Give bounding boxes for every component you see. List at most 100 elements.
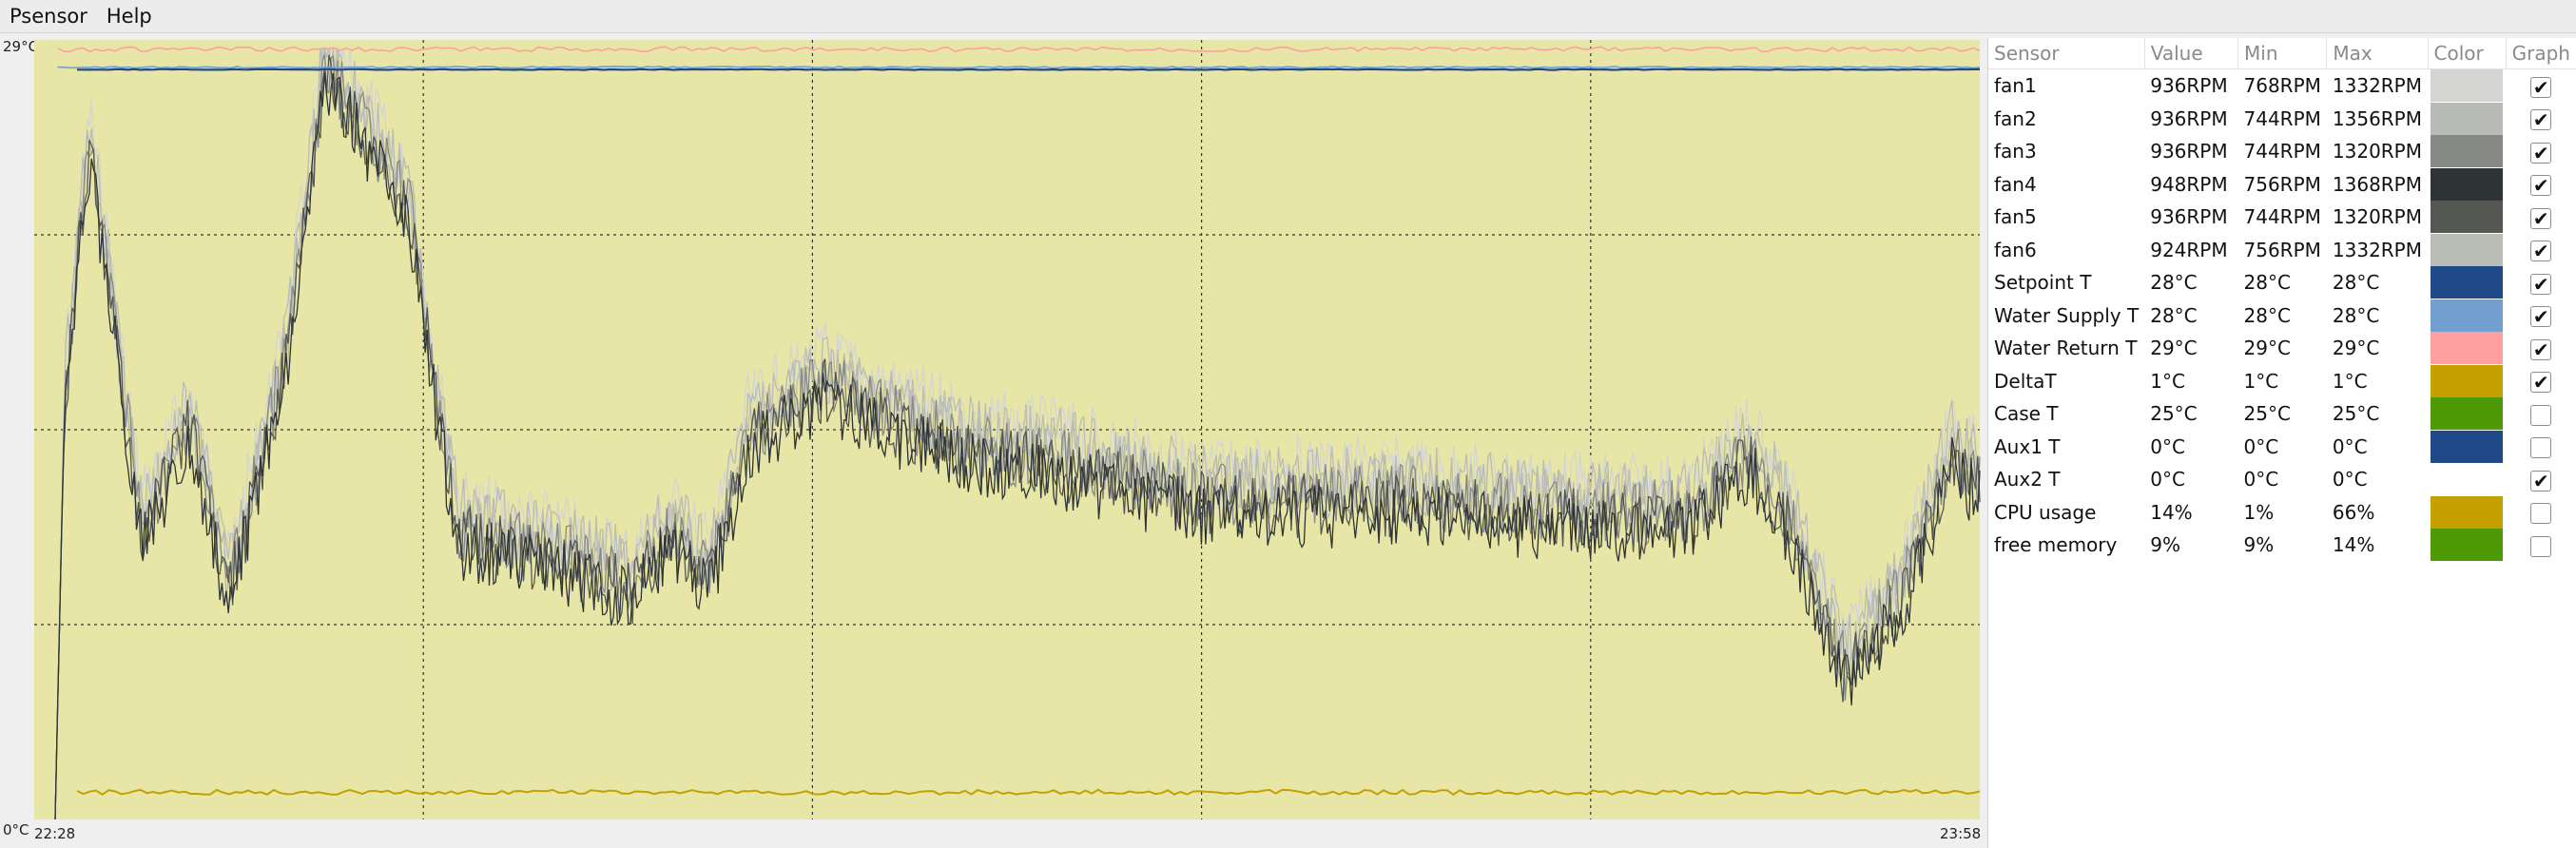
menu-help[interactable]: Help [106, 5, 152, 28]
sensor-name-cell: DeltaT [1994, 369, 2057, 393]
sensor-color-cell[interactable] [2428, 364, 2506, 398]
color-swatch[interactable] [2431, 397, 2504, 431]
sensor-row[interactable]: fan5 936RPM 744RPM 1320RPM ✔ [1988, 201, 2576, 234]
sensor-graph-cell: ✔ [2506, 299, 2576, 333]
header-graph[interactable]: Graph [2506, 38, 2576, 69]
header-sensor[interactable]: Sensor [1988, 38, 2145, 69]
sensor-color-cell[interactable] [2428, 299, 2506, 333]
sensor-name-cell: fan6 [1994, 238, 2037, 261]
sensor-color-cell[interactable] [2428, 529, 2506, 562]
sensor-color-cell[interactable] [2428, 167, 2506, 202]
sensor-color-cell[interactable] [2428, 102, 2506, 136]
color-swatch[interactable] [2431, 495, 2504, 529]
sensor-value-cell: 936RPM [2150, 140, 2228, 164]
sensor-value-cell: 28°C [2150, 303, 2198, 327]
graph-checkbox[interactable]: ✔ [2530, 372, 2552, 393]
color-swatch[interactable] [2431, 299, 2504, 332]
sensor-row[interactable]: Aux2 T 0°C 0°C 0°C ✔ [1988, 463, 2576, 496]
x-start-label: 22:28 [34, 825, 76, 842]
color-swatch[interactable] [2431, 201, 2504, 234]
sensor-value-cell: 9% [2150, 533, 2180, 557]
sensor-row[interactable]: Water Supply T 28°C 28°C 28°C ✔ [1988, 299, 2576, 333]
color-swatch[interactable] [2431, 529, 2504, 562]
header-color[interactable]: Color [2428, 38, 2507, 69]
sensor-max-cell: 29°C [2332, 337, 2380, 360]
color-swatch[interactable] [2431, 430, 2504, 463]
sensor-color-cell[interactable] [2428, 495, 2506, 530]
graph-checkbox[interactable]: ✔ [2530, 470, 2552, 491]
sensor-row[interactable]: Water Return T 29°C 29°C 29°C ✔ [1988, 332, 2576, 365]
graph-checkbox[interactable] [2530, 503, 2552, 524]
color-swatch[interactable] [2431, 266, 2504, 299]
graph-checkbox[interactable]: ✔ [2530, 109, 2552, 130]
color-swatch[interactable] [2431, 463, 2504, 496]
graph-checkbox[interactable]: ✔ [2530, 241, 2552, 261]
sensor-graph-cell [2506, 397, 2576, 431]
graph-checkbox[interactable]: ✔ [2530, 338, 2552, 360]
color-swatch[interactable] [2431, 167, 2504, 201]
sensor-color-cell[interactable] [2428, 135, 2506, 168]
sensor-value-cell: 924RPM [2150, 238, 2228, 261]
header-min[interactable]: Min [2237, 38, 2328, 69]
sensor-graph-cell [2506, 431, 2576, 464]
sensor-graph-cell: ✔ [2506, 332, 2576, 365]
sensor-max-cell: 28°C [2332, 303, 2380, 327]
sensor-max-cell: 1°C [2332, 369, 2368, 393]
fan-series-line [54, 48, 1981, 820]
header-max[interactable]: Max [2326, 38, 2429, 69]
sensor-value-cell: 0°C [2150, 434, 2185, 458]
sensor-row[interactable]: free memory 9% 9% 14% [1988, 529, 2576, 562]
sensor-min-cell: 768RPM [2243, 74, 2321, 98]
sensor-min-cell: 744RPM [2243, 205, 2321, 229]
sensor-min-cell: 0°C [2243, 468, 2279, 491]
menu-psensor[interactable]: Psensor [10, 5, 87, 28]
sensor-row[interactable]: DeltaT 1°C 1°C 1°C ✔ [1988, 364, 2576, 398]
color-swatch[interactable] [2431, 233, 2504, 266]
sensor-name-cell: fan1 [1994, 74, 2037, 98]
sensor-color-cell[interactable] [2428, 233, 2506, 267]
sensor-color-cell[interactable] [2428, 266, 2506, 299]
graph-checkbox[interactable] [2530, 535, 2552, 557]
graph-checkbox[interactable] [2530, 437, 2552, 458]
graph-checkbox[interactable]: ✔ [2530, 207, 2552, 229]
sensor-graph-cell: ✔ [2506, 69, 2576, 103]
color-swatch[interactable] [2431, 332, 2504, 365]
sensor-row[interactable]: Case T 25°C 25°C 25°C [1988, 397, 2576, 431]
sensor-graph-cell: ✔ [2506, 168, 2576, 202]
sensor-row[interactable]: CPU usage 14% 1% 66% [1988, 495, 2576, 530]
sensor-value-cell: 936RPM [2150, 106, 2228, 130]
graph-checkbox[interactable]: ✔ [2530, 306, 2552, 327]
color-swatch[interactable] [2431, 364, 2504, 397]
sensor-graph-cell: ✔ [2506, 365, 2576, 398]
water-supply-series-line [57, 66, 1981, 69]
graph-checkbox[interactable] [2530, 404, 2552, 426]
sensor-color-cell[interactable] [2428, 463, 2506, 496]
sensor-color-cell[interactable] [2428, 332, 2506, 365]
sensor-color-cell[interactable] [2428, 69, 2506, 103]
color-swatch[interactable] [2431, 102, 2504, 135]
graph-checkbox[interactable]: ✔ [2530, 142, 2552, 164]
sensor-row[interactable]: fan3 936RPM 744RPM 1320RPM ✔ [1988, 135, 2576, 168]
graph-checkbox[interactable]: ✔ [2530, 76, 2552, 98]
color-swatch[interactable] [2431, 135, 2504, 168]
sensor-name-cell: Aux2 T [1994, 468, 2061, 491]
sensor-row[interactable]: fan4 948RPM 756RPM 1368RPM ✔ [1988, 167, 2576, 202]
sensor-row[interactable]: Aux1 T 0°C 0°C 0°C [1988, 430, 2576, 464]
sensor-value-cell: 25°C [2150, 402, 2198, 426]
sensor-value-cell: 28°C [2150, 271, 2198, 295]
sensor-min-cell: 756RPM [2243, 172, 2321, 196]
sensor-color-cell[interactable] [2428, 430, 2506, 464]
sensor-row[interactable]: Setpoint T 28°C 28°C 28°C ✔ [1988, 266, 2576, 299]
color-swatch[interactable] [2431, 69, 2504, 103]
sensor-name-cell: Water Supply T [1994, 303, 2140, 327]
sensor-color-cell[interactable] [2428, 397, 2506, 431]
sensor-row[interactable]: fan1 936RPM 768RPM 1332RPM ✔ [1988, 69, 2576, 103]
graph-checkbox[interactable]: ✔ [2530, 175, 2552, 196]
graph-checkbox[interactable]: ✔ [2530, 273, 2552, 295]
sensor-color-cell[interactable] [2428, 201, 2506, 234]
fan-series-line [54, 54, 1981, 820]
sensor-min-cell: 1% [2243, 500, 2275, 524]
sensor-row[interactable]: fan2 936RPM 744RPM 1356RPM ✔ [1988, 102, 2576, 136]
sensor-row[interactable]: fan6 924RPM 756RPM 1332RPM ✔ [1988, 233, 2576, 267]
header-value[interactable]: Value [2144, 38, 2239, 69]
